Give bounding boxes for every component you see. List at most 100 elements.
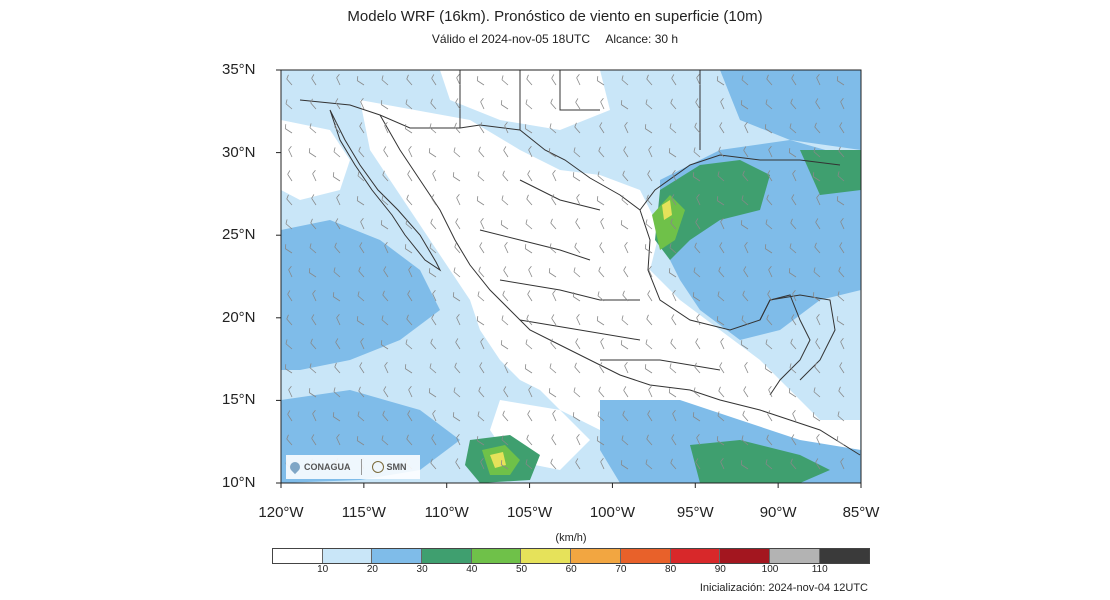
wind-barb — [645, 339, 653, 350]
wind-barb — [599, 122, 605, 134]
wind-barb — [384, 241, 389, 254]
lon-label: 105°W — [506, 504, 553, 521]
us-mexico-border — [299, 99, 641, 211]
wind-barb — [526, 314, 533, 326]
wind-barb — [431, 314, 437, 326]
wind-barb — [766, 434, 773, 446]
wind-barb — [406, 194, 413, 206]
wind-barb — [477, 171, 485, 182]
wind-barb — [501, 75, 509, 86]
wind-barb — [333, 267, 341, 278]
lon-label: 115°W — [341, 504, 386, 521]
wind-barb — [598, 266, 605, 278]
wind-barb — [596, 76, 605, 86]
wind-barb — [600, 337, 605, 350]
wind-barb — [503, 386, 509, 398]
wind-barb — [358, 266, 365, 278]
wind-barb — [456, 433, 461, 446]
wind-barb — [309, 363, 317, 374]
wind-barb — [836, 196, 845, 206]
wind-barb — [574, 122, 581, 134]
wind-barb — [696, 193, 701, 206]
wind-barb — [840, 457, 845, 470]
agency-logos: CONAGUA SMN — [286, 455, 420, 479]
lat-label: 25°N — [222, 226, 256, 244]
wind-barb — [381, 75, 389, 86]
wind-barb — [575, 218, 581, 230]
wind-barb — [552, 289, 557, 302]
colorbar — [272, 548, 871, 564]
wind-barb — [332, 292, 341, 302]
wind-barb — [526, 194, 533, 206]
wind-barb — [405, 219, 413, 230]
wind-barb — [551, 74, 557, 86]
wind-barb — [573, 267, 581, 278]
wind-barb — [814, 362, 821, 374]
wind-barb — [696, 433, 701, 446]
wind-barb — [284, 244, 293, 254]
wind-barb — [432, 169, 437, 182]
wind-barb — [430, 218, 437, 230]
wind-barb — [406, 434, 413, 446]
yucatan-coast — [759, 294, 836, 381]
wind-barb — [720, 217, 725, 230]
wind-barb — [742, 290, 749, 302]
wind-barb — [815, 458, 821, 470]
wind-field-50-60-storm — [490, 452, 506, 468]
wind-barb — [695, 458, 701, 470]
wind-barb — [624, 361, 629, 374]
wind-field-30-40-se — [690, 440, 830, 483]
wind-barb — [286, 434, 293, 446]
wind-barb — [548, 268, 557, 278]
wind-barb — [284, 124, 293, 134]
wind-barb — [596, 316, 605, 326]
wind-barb — [359, 362, 365, 374]
wind-barb — [813, 387, 821, 398]
wind-barb — [383, 146, 389, 158]
lon-label: 85°W — [842, 504, 880, 521]
wind-barb — [718, 386, 725, 398]
wind-barb — [549, 363, 557, 374]
wind-barb — [647, 290, 653, 302]
wind-barb — [838, 386, 845, 398]
wind-barb — [741, 195, 749, 206]
colorbar-label: 50 — [515, 564, 528, 575]
colorbar-segment — [571, 549, 621, 563]
wind-barb — [477, 411, 485, 422]
wind-barb — [791, 314, 797, 326]
wind-barb — [836, 436, 845, 446]
lon-label: 100°W — [589, 504, 636, 521]
wind-barb — [838, 266, 845, 278]
wind-barb — [453, 267, 461, 278]
wind-barb — [622, 410, 629, 422]
wind-barb — [502, 290, 509, 302]
wind-barb — [503, 146, 509, 158]
wind-barb — [768, 265, 773, 278]
wind-barb — [694, 242, 701, 254]
wind-barb — [790, 338, 797, 350]
wind-barb — [720, 337, 725, 350]
wind-barb — [692, 292, 701, 302]
lon-label: 120°W — [258, 504, 304, 521]
wind-barb — [334, 242, 341, 254]
wind-barb — [672, 289, 677, 302]
wind-barb — [840, 217, 845, 230]
wind-barb — [740, 340, 749, 350]
wind-barb — [576, 313, 581, 326]
wind-barb — [788, 388, 797, 398]
wind-barb — [479, 242, 485, 254]
wind-barb — [671, 314, 677, 326]
wind-barb — [768, 145, 773, 158]
wind-barb — [455, 338, 461, 350]
wind-barb — [429, 363, 437, 374]
wind-barb — [527, 290, 533, 302]
wind-barb — [671, 194, 677, 206]
wind-barbs — [284, 73, 845, 470]
wind-barb — [526, 434, 533, 446]
wind-barb — [479, 122, 485, 134]
wind-barb — [549, 243, 557, 254]
wind-barb — [550, 98, 557, 110]
wind-barb — [693, 147, 701, 158]
map-frame — [280, 69, 862, 484]
wind-barb — [524, 124, 533, 134]
